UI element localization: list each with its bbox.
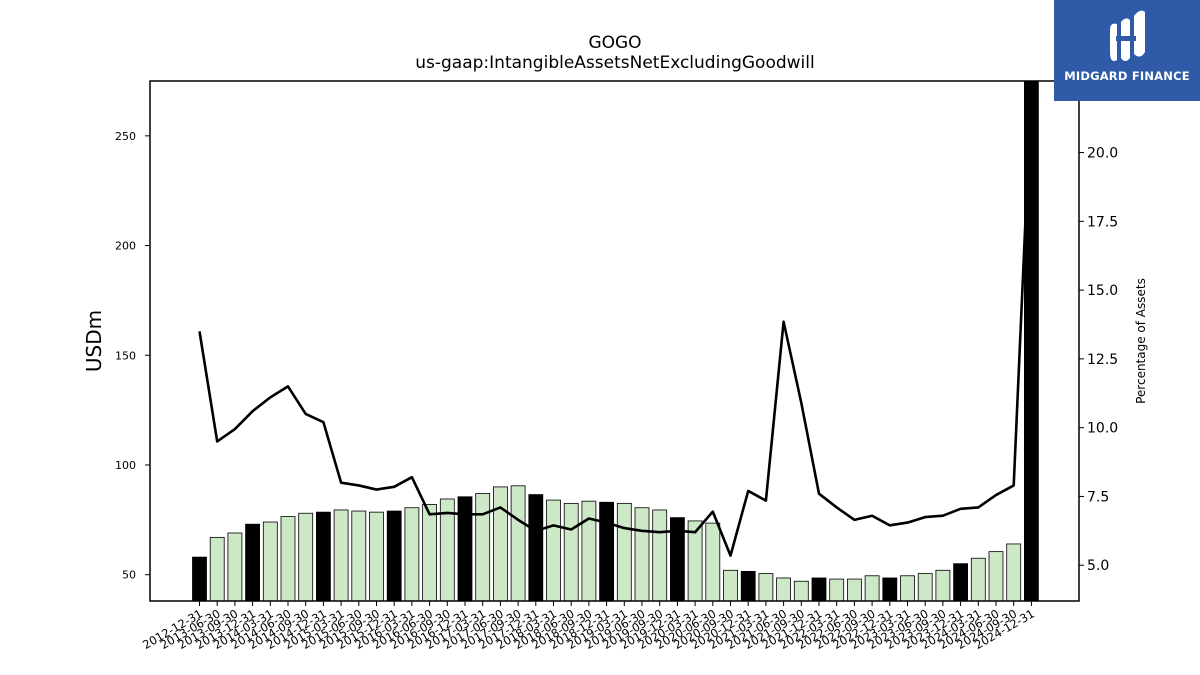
midgard-logo-icon	[1110, 10, 1145, 62]
y-ticks-left: 50 100 150 200 250	[115, 130, 150, 582]
bar-2024-12-31	[1024, 80, 1039, 602]
bar-2021-03-31	[758, 573, 774, 602]
bar-2015-12-31	[386, 510, 402, 602]
bar-2016-12-31	[457, 496, 473, 602]
chart-subtitle: us-gaap:IntangibleAssetsNetExcludingGood…	[415, 53, 814, 73]
logo-text: MIDGARD FINANCE	[1064, 69, 1190, 83]
bar-2021-12-31	[811, 577, 827, 602]
plot-frame	[149, 80, 1080, 602]
bar-2018-03-31	[546, 499, 561, 602]
y-tick-label-left: 50	[122, 569, 136, 582]
bar-2015-06-30	[351, 510, 367, 602]
line-group	[198, 86, 1033, 557]
y-ticks-right: 5.0 7.5 10.0 12.5 15.0 17.5 20.0	[1079, 146, 1118, 574]
bar-2017-03-31	[475, 493, 491, 602]
bar-2020-06-30	[705, 522, 721, 602]
bar-2012-12-31	[192, 556, 207, 602]
bar-2013-06-30	[209, 536, 225, 602]
y-tick-label-left: 200	[115, 240, 136, 253]
bar-2021-06-30	[776, 577, 791, 602]
bar-2021-09-30	[793, 580, 809, 602]
bar-2019-03-31	[616, 502, 632, 602]
bar-2016-03-31	[404, 507, 420, 602]
bar-2018-09-30	[581, 500, 597, 602]
y-tick-label-right: 17.5	[1087, 214, 1118, 230]
bar-2022-12-31	[882, 577, 898, 602]
y-tick-label-left: 150	[115, 349, 136, 362]
bar-2024-03-31	[970, 557, 986, 602]
x-ticks: 2012-12-312013-06-302013-09-302013-12-31…	[140, 601, 1037, 652]
y-axis-label-left: USDm	[82, 310, 106, 372]
bar-2020-12-31	[740, 570, 756, 602]
bar-2022-09-30	[864, 575, 880, 602]
bar-2024-09-30	[1006, 543, 1022, 602]
midgard-finance-logo: MIDGARD FINANCE	[1054, 0, 1200, 101]
bar-2023-06-30	[917, 573, 933, 602]
y-tick-label-left: 250	[115, 130, 136, 143]
bar-2017-12-31	[528, 494, 544, 602]
bar-2014-12-31	[315, 511, 331, 602]
bar-2013-09-30	[227, 532, 243, 602]
bar-2016-06-30	[422, 504, 438, 602]
bar-2014-06-30	[280, 516, 296, 602]
bar-2019-06-30	[634, 507, 650, 602]
bar-2014-09-30	[298, 512, 314, 602]
bar-2020-09-30	[723, 569, 738, 602]
y-tick-label-right: 10.0	[1087, 421, 1118, 437]
bar-2018-06-30	[563, 502, 579, 602]
bar-2024-06-30	[988, 551, 1004, 602]
bar-2013-12-31	[245, 523, 261, 602]
bar-2015-03-31	[333, 509, 349, 602]
y-tick-label-right: 12.5	[1087, 352, 1118, 368]
bar-group	[192, 80, 1039, 602]
y-axis-label-right: Percentage of Assets	[1134, 278, 1148, 404]
bar-2018-12-31	[599, 501, 614, 602]
bar-2017-06-30	[492, 486, 508, 602]
bar-2023-09-30	[935, 569, 951, 602]
bar-2019-09-30	[652, 509, 668, 602]
y-tick-label-right: 20.0	[1087, 146, 1118, 162]
percentage-line	[198, 86, 1033, 557]
y-tick-label-right: 5.0	[1087, 558, 1109, 574]
bar-2014-03-31	[262, 521, 278, 602]
y-tick-label-right: 7.5	[1087, 489, 1109, 505]
bar-2017-09-30	[510, 485, 526, 602]
bar-2023-03-31	[900, 575, 915, 602]
chart-title: GOGO	[588, 33, 641, 53]
bar-2022-03-31	[829, 578, 845, 602]
y-tick-label-left: 100	[115, 459, 136, 472]
bar-2015-09-30	[369, 511, 384, 602]
bar-2022-06-30	[847, 578, 862, 602]
y-tick-label-right: 15.0	[1087, 283, 1118, 299]
bar-2023-12-31	[953, 563, 968, 602]
